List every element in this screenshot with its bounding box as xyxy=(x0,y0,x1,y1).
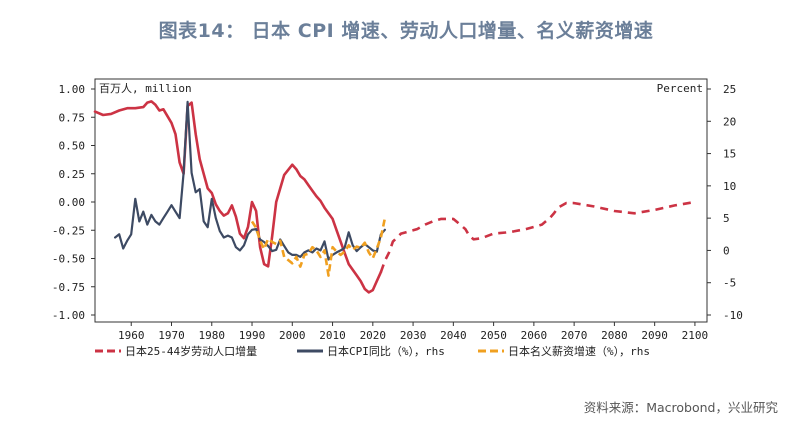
x-tick-label: 2050 xyxy=(480,329,507,342)
right-tick-label: 15 xyxy=(723,148,736,161)
x-tick-label: 2080 xyxy=(601,329,628,342)
right-axis: 25 20 15 10 5 0 -5 -10 xyxy=(707,83,743,322)
x-tick-label: 2060 xyxy=(521,329,548,342)
right-tick-label: -5 xyxy=(723,277,736,290)
left-tick-label: 0.00 xyxy=(59,196,86,209)
source-note: 资料来源：Macrobond，兴业研究 xyxy=(583,400,778,415)
right-tick-label: 0 xyxy=(723,244,730,257)
x-tick-label: 2090 xyxy=(641,329,668,342)
x-tick-label: 1960 xyxy=(118,329,145,342)
series-layer xyxy=(93,100,696,294)
series-line-labor-force-dashed xyxy=(379,200,696,273)
left-tick-label: 0.75 xyxy=(59,111,86,124)
x-tick-label: 2100 xyxy=(682,329,709,342)
x-tick-label: 2070 xyxy=(561,329,588,342)
series-line-labor-force-solid xyxy=(93,100,383,294)
right-tick-label: 20 xyxy=(723,115,736,128)
series-line-wage-dashed xyxy=(250,217,387,277)
legend-label-wage: 日本名义薪资增速（%），rhs xyxy=(508,344,650,358)
left-tick-label: -0.75 xyxy=(52,281,85,294)
x-tick-label: 2010 xyxy=(319,329,346,342)
x-tick-label: 2030 xyxy=(400,329,427,342)
chart-title: 图表14： 日本 CPI 增速、劳动人口增量、名义薪资增速 xyxy=(158,20,654,42)
left-tick-label: 0.50 xyxy=(59,140,86,153)
x-tick-label: 1990 xyxy=(239,329,266,342)
x-tick-label: 1980 xyxy=(199,329,226,342)
right-axis-unit: Percent xyxy=(657,82,703,95)
right-tick-label: 25 xyxy=(723,83,736,96)
left-tick-label: -0.25 xyxy=(52,224,85,237)
right-tick-label: 10 xyxy=(723,180,736,193)
left-axis: 1.00 0.75 0.50 0.25 0.00 -0.25 -0.50 -0.75 -1.00 xyxy=(52,83,95,322)
x-tick-label: 2000 xyxy=(279,329,306,342)
left-axis-unit: 百万人, million xyxy=(99,82,192,95)
right-tick-label: -10 xyxy=(723,309,743,322)
legend-label-cpi: 日本CPI同比（%），rhs xyxy=(327,344,445,358)
x-tick-label: 2040 xyxy=(440,329,467,342)
plot-frame xyxy=(94,78,708,323)
left-tick-label: -1.00 xyxy=(52,309,85,322)
x-tick-label: 1970 xyxy=(158,329,185,342)
x-axis: 1960 1970 1980 1990 2000 2010 2020 2030 2040 2050… xyxy=(118,322,708,342)
x-tick-label: 2020 xyxy=(360,329,387,342)
legend: 日本25-44岁劳动人口增量 日本CPI同比（%），rhs 日本名义薪资增速（%），… xyxy=(95,344,650,358)
right-tick-label: 5 xyxy=(723,212,730,225)
series-line-cpi-solid xyxy=(113,100,386,261)
left-tick-label: 0.25 xyxy=(59,168,86,181)
left-tick-label: -0.50 xyxy=(52,253,85,266)
left-tick-label: 1.00 xyxy=(59,83,86,96)
legend-label-labor-force: 日本25-44岁劳动人口增量 xyxy=(125,344,257,358)
